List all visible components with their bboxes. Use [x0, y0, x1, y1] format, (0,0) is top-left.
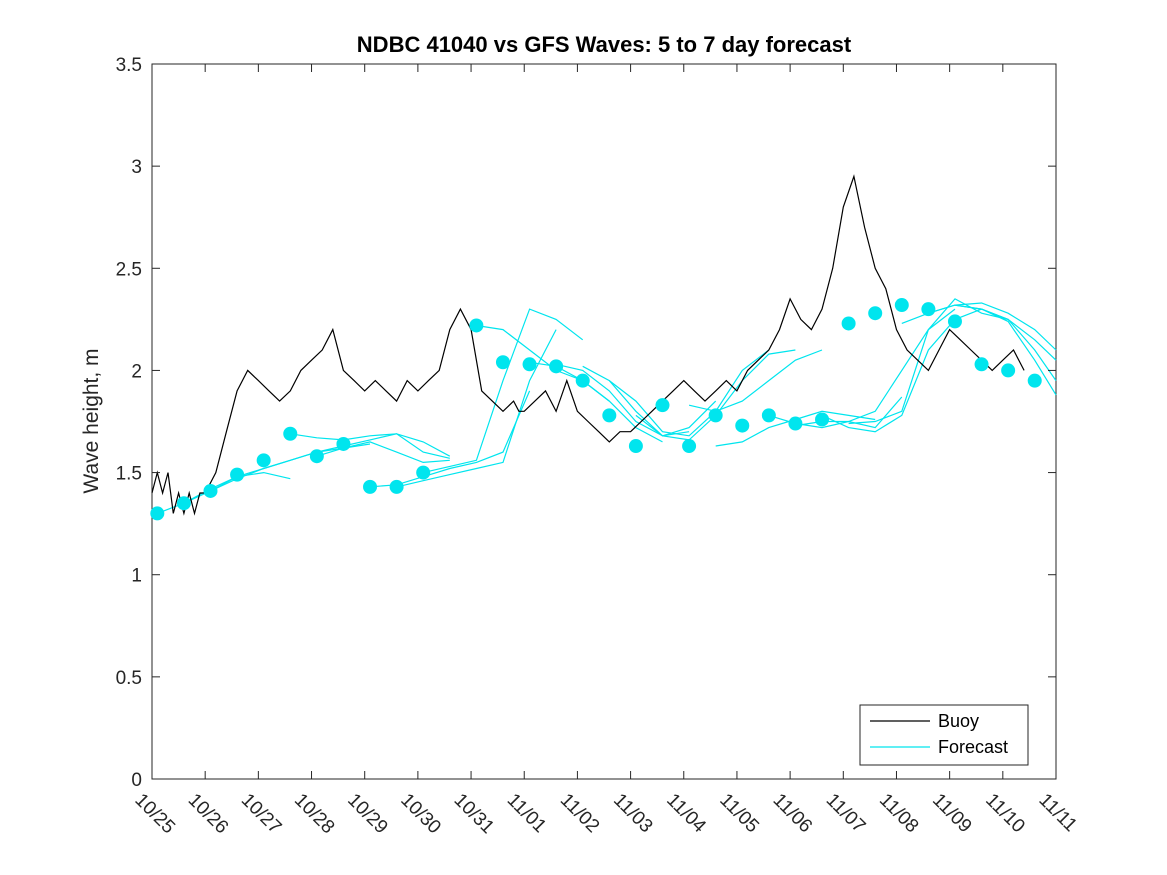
- forecast-marker: [628, 439, 643, 454]
- forecast-marker: [815, 412, 830, 427]
- forecast-marker: [947, 314, 962, 329]
- forecast-marker: [894, 298, 909, 313]
- forecast-marker: [203, 483, 218, 498]
- forecast-marker: [469, 318, 484, 333]
- forecast-line-22: [954, 304, 1057, 381]
- forecast-marker: [495, 355, 510, 370]
- forecast-marker: [602, 408, 617, 423]
- forecast-marker: [1027, 373, 1042, 388]
- forecast-line-21: [928, 302, 1057, 351]
- y-tick-label: 3: [131, 157, 142, 178]
- forecast-line-2: [210, 433, 450, 492]
- x-tick-label: 11/10: [981, 790, 1028, 837]
- forecast-line-4: [316, 441, 450, 464]
- y-tick-label: 0.5: [116, 668, 142, 689]
- x-tick-label: 10/28: [290, 790, 338, 838]
- x-tick-label: 10/30: [396, 790, 444, 838]
- forecast-marker: [256, 453, 271, 468]
- forecast-marker: [761, 408, 776, 423]
- forecast-marker: [655, 398, 670, 413]
- forecast-marker: [416, 465, 431, 480]
- x-tick-label: 11/01: [503, 790, 550, 837]
- x-tick-label: 11/08: [875, 790, 922, 837]
- x-tick-label: 10/29: [343, 790, 391, 838]
- forecast-line-6: [396, 329, 557, 488]
- forecast-marker: [336, 436, 351, 451]
- legend-label-forecast: Forecast: [938, 737, 1008, 757]
- x-tick-label: 11/04: [662, 790, 710, 838]
- forecast-marker: [363, 479, 378, 494]
- forecast-line-11: [582, 365, 717, 437]
- x-tick-label: 10/25: [130, 790, 178, 838]
- forecast-marker: [389, 479, 404, 494]
- legend-box: [859, 704, 1029, 766]
- y-tick-label: 1: [131, 566, 142, 587]
- y-tick-label: 1.5: [116, 464, 142, 485]
- y-tick-label: 2: [131, 361, 142, 382]
- forecast-marker: [974, 357, 989, 372]
- y-tick-label: 2.5: [116, 259, 142, 280]
- forecast-line-19: [848, 298, 1009, 425]
- x-tick-label: 11/09: [928, 790, 975, 837]
- forecast-line-7: [423, 308, 584, 474]
- forecast-marker: [921, 302, 936, 317]
- forecast-marker: [735, 418, 750, 433]
- forecast-marker: [575, 373, 590, 388]
- x-tick-label: 10/26: [184, 790, 232, 838]
- forecast-marker: [868, 306, 883, 321]
- buoy-line: [151, 174, 1025, 516]
- forecast-marker: [841, 316, 856, 331]
- forecast-line-3: [290, 433, 451, 457]
- forecast-marker: [788, 416, 803, 431]
- chart-title: NDBC 41040 vs GFS Waves: 5 to 7 day fore…: [357, 32, 852, 57]
- y-tick-label: 3.5: [116, 55, 142, 76]
- x-tick-label: 11/03: [609, 790, 656, 837]
- forecast-marker: [708, 408, 723, 423]
- forecast-marker: [283, 426, 298, 441]
- forecast-marker: [150, 506, 165, 521]
- x-tick-label: 11/11: [1034, 790, 1080, 836]
- x-tick-label: 10/31: [450, 790, 498, 838]
- x-tick-label: 11/05: [715, 790, 762, 837]
- forecast-line-23: [981, 308, 1057, 396]
- forecast-marker: [522, 357, 537, 372]
- forecast-marker: [230, 467, 245, 482]
- y-tick-label: 0: [131, 770, 142, 791]
- x-tick-label: 11/02: [556, 790, 603, 837]
- forecast-marker: [309, 449, 324, 464]
- y-axis-label: Wave height, m: [80, 348, 103, 493]
- forecast-line-12: [608, 349, 770, 437]
- x-tick-label: 10/27: [237, 790, 285, 838]
- x-tick-label: 11/07: [822, 790, 869, 837]
- forecast-marker: [176, 496, 191, 511]
- x-tick-label: 11/06: [769, 790, 816, 837]
- plot-area: [151, 63, 1057, 780]
- legend-label-buoy: Buoy: [938, 711, 979, 731]
- forecast-line-10: [555, 363, 690, 437]
- forecast-marker: [682, 439, 697, 454]
- forecast-marker: [1001, 363, 1016, 378]
- forecast-marker: [549, 359, 564, 374]
